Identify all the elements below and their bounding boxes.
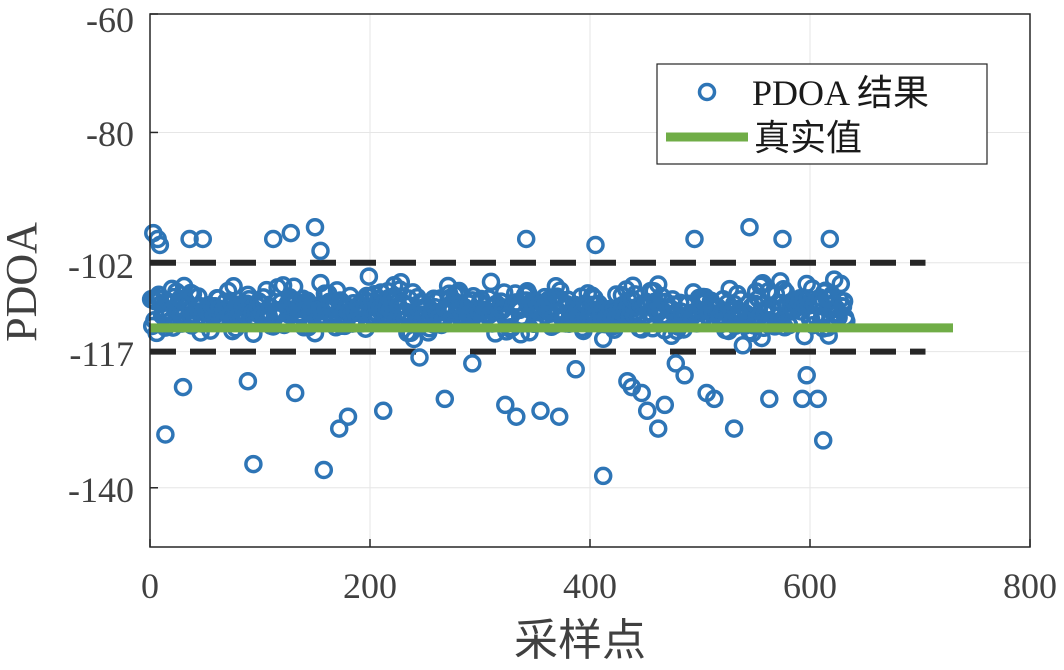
scatter-point: [760, 389, 779, 409]
scatter-point: [173, 377, 193, 397]
scatter-point: [481, 272, 501, 292]
scatter-point: [516, 229, 536, 249]
scatter-point: [435, 389, 455, 409]
scatter-point: [329, 419, 349, 438]
y-tick-label-minus102: -102: [68, 246, 134, 286]
x-tick-label-400: 400: [563, 566, 617, 606]
scatter-point: [724, 419, 744, 438]
scatter-point: [666, 354, 686, 373]
scatter-point: [685, 229, 704, 249]
legend: PDOA 结果 真实值: [656, 63, 988, 165]
scatter-point: [675, 366, 694, 385]
y-axis-label: PDOA: [0, 222, 46, 342]
scatter-point: [797, 366, 816, 385]
scatter-point: [648, 419, 668, 438]
scatter-point: [180, 229, 199, 249]
y-tick-label-minus80: -80: [86, 114, 134, 154]
scatter-point: [655, 395, 675, 415]
scatter-point: [410, 348, 429, 367]
scatter-point: [156, 425, 175, 444]
legend-marker-pdoa: [697, 82, 717, 102]
scatter-point: [531, 401, 550, 421]
pdoa-scatter-points: [141, 217, 856, 486]
scatter-point: [238, 371, 258, 391]
scatter-point: [338, 407, 358, 426]
scatter-point: [314, 460, 334, 480]
scatter-point: [831, 274, 851, 294]
scatter-point: [586, 235, 605, 255]
legend-label-pdoa: PDOA 结果: [752, 73, 929, 113]
legend-label-true-value: 真实值: [754, 118, 862, 158]
scatter-point: [623, 276, 643, 295]
scatter-point: [494, 283, 514, 302]
scatter-point: [359, 267, 379, 286]
x-tick-label-0: 0: [141, 566, 159, 606]
scatter-point: [705, 389, 724, 409]
reference-lines: [150, 259, 926, 355]
axis-ticks: [149, 13, 1031, 547]
scatter-point: [244, 454, 263, 474]
scatter-point: [463, 354, 482, 373]
y-tick-label-minus117: -117: [69, 334, 134, 374]
y-tick-label-minus140: -140: [68, 470, 134, 510]
scatter-point: [507, 407, 526, 426]
scatter-point: [813, 431, 833, 450]
scatter-point: [632, 383, 651, 403]
x-tick-label-600: 600: [783, 566, 837, 606]
scatter-point: [593, 466, 613, 486]
scatter-point: [263, 229, 283, 249]
scatter-point: [808, 389, 827, 409]
scatter-point: [224, 277, 243, 296]
y-tick-label-minus60: -60: [86, 0, 134, 40]
scatter-point: [373, 401, 393, 421]
scatter-point: [496, 395, 515, 415]
scatter-point: [637, 401, 657, 421]
legend-box: [656, 63, 988, 165]
scatter-point: [311, 241, 330, 261]
x-tick-label-200: 200: [343, 566, 397, 606]
scatter-point: [257, 280, 276, 300]
scatter-point: [740, 217, 759, 237]
x-axis-label: 采样点: [514, 616, 646, 665]
scatter-point: [150, 235, 170, 255]
scatter-point: [733, 336, 753, 355]
scatter-point: [546, 276, 566, 296]
scatter-point: [305, 217, 325, 237]
scatter-point: [193, 229, 213, 249]
scatter-point: [285, 383, 305, 403]
scatter-point: [648, 275, 668, 294]
scatter-point: [566, 360, 585, 379]
scatter-point: [820, 229, 840, 249]
scatter-point: [549, 407, 569, 426]
scatter-point: [281, 223, 301, 243]
x-tick-label-800: 800: [1003, 566, 1057, 606]
scatter-point: [773, 229, 792, 249]
scatter-point: [391, 272, 411, 292]
